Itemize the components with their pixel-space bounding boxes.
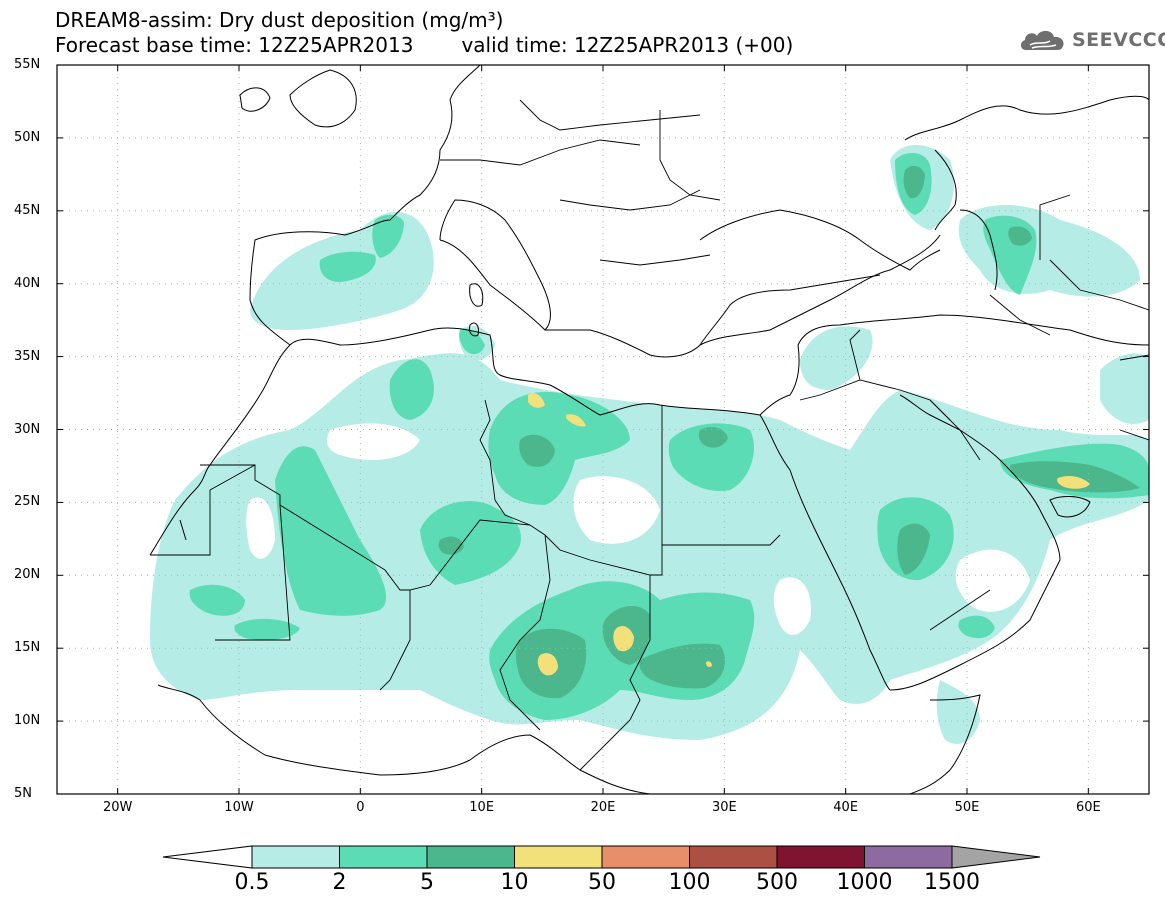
colorbar-over-arrow xyxy=(951,845,1041,869)
lat-tick-label: 40N xyxy=(14,275,41,291)
time-info: Forecast base time: 12Z25APR2013 valid ti… xyxy=(55,34,793,56)
colorbar xyxy=(162,845,1041,869)
colorbar-segment xyxy=(426,845,515,869)
base-time: Forecast base time: 12Z25APR2013 xyxy=(55,33,414,57)
lon-tick-label: 10E xyxy=(469,800,495,815)
axis-ticks xyxy=(57,64,1149,795)
lon-tick-label: 40E xyxy=(833,800,859,815)
colorbar-segment xyxy=(339,845,428,869)
colorbar-segment xyxy=(601,845,690,869)
colorbar-under-arrow xyxy=(162,845,253,869)
colorbar-level-label: 5 xyxy=(420,870,434,895)
lon-tick-label: 0 xyxy=(356,800,365,815)
lat-tick-label: 55N xyxy=(14,57,41,72)
lat-tick-label: 10N xyxy=(14,713,41,729)
colorbar-level-label: 10 xyxy=(500,870,529,895)
lon-tick-label: 50E xyxy=(954,800,980,815)
lat-tick-label: 35N xyxy=(14,348,41,364)
lat-tick-label: 50N xyxy=(14,129,41,145)
lat-tick-label: 30N xyxy=(14,421,41,437)
colorbar-segment xyxy=(689,845,778,869)
colorbar-level-label: 50 xyxy=(588,870,616,895)
logo-text: SEEVCCC xyxy=(1072,29,1165,51)
lat-tick-label: 20N xyxy=(14,567,41,583)
colorbar-segment xyxy=(514,845,603,869)
lon-tick-label: 10W xyxy=(224,800,254,815)
colorbar-segment xyxy=(864,845,953,869)
dust-field xyxy=(150,145,1149,744)
colorbar-level-label: 1500 xyxy=(924,870,980,895)
colorbar-level-label: 0.5 xyxy=(234,870,270,895)
colorbar-level-label: 500 xyxy=(756,870,798,895)
colorbar-level-label: 2 xyxy=(332,870,347,895)
lat-lon-grid xyxy=(57,65,1149,794)
colorbar-level-label: 1000 xyxy=(836,870,893,895)
map-title: DREAM8-assim: Dry dust deposition (mg/m³… xyxy=(55,8,504,32)
valid-time: valid time: 12Z25APR2013 (+00) xyxy=(461,33,794,57)
colorbar-segment xyxy=(776,845,865,869)
lat-tick-label: 25N xyxy=(14,494,41,510)
lon-tick-label: 20E xyxy=(590,800,616,815)
coastlines xyxy=(149,65,1149,794)
cloud-icon xyxy=(1020,30,1064,50)
seevccc-logo: SEEVCCC xyxy=(1018,26,1165,56)
colorbar-level-label: 100 xyxy=(668,870,711,895)
lat-tick-label: 15N xyxy=(14,640,41,656)
lon-tick-label: 20W xyxy=(102,800,133,815)
lon-tick-label: 60E xyxy=(1075,800,1101,815)
lat-tick-label: 5N xyxy=(14,786,32,801)
lon-tick-label: 30E xyxy=(711,800,737,815)
country-borders xyxy=(150,99,1149,771)
lat-tick-label: 45N xyxy=(14,202,41,218)
colorbar-segment xyxy=(251,845,340,869)
